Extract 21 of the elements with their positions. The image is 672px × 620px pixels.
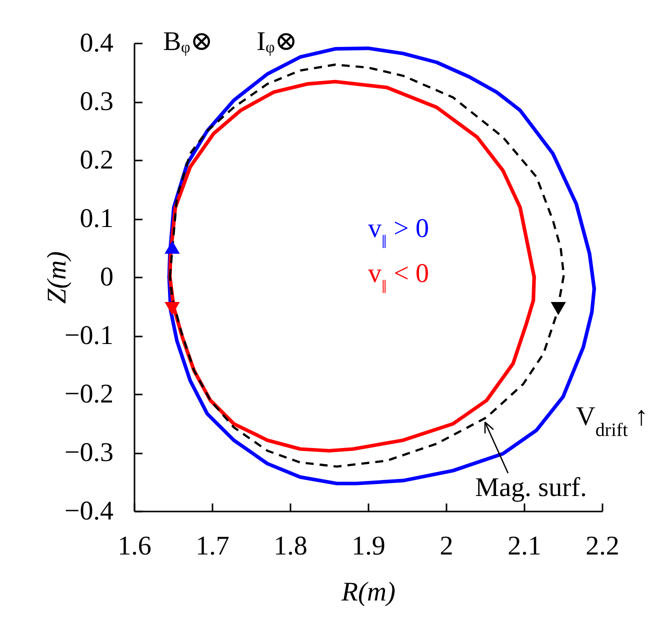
x-tick-label: 2 [440, 530, 454, 560]
annotation: V$_{drift}$ ↑ [576, 401, 648, 440]
x-axis-title: R(m) [340, 576, 396, 606]
x-tick-label: 1.9 [352, 530, 386, 560]
x-tick-label: 2.2 [586, 530, 620, 560]
y-tick-label: −0.3 [64, 437, 114, 467]
annotation: Bᵩ⊗ [163, 26, 213, 56]
y-tick-label: 0 [100, 262, 114, 292]
x-tick-label: 1.6 [118, 530, 152, 560]
y-tick-label: 0.4 [80, 28, 114, 58]
y-tick-label: 0.2 [80, 144, 114, 174]
y-tick-label: 0.1 [80, 203, 114, 233]
y-tick-label: −0.1 [64, 320, 114, 350]
x-tick-label: 2.1 [508, 530, 542, 560]
y-axis-title: Z(m) [42, 251, 72, 304]
x-tick-label: 1.7 [196, 530, 230, 560]
y-tick-label: −0.2 [64, 378, 114, 408]
y-tick-label: −0.4 [64, 496, 114, 526]
x-tick-label: 1.8 [274, 530, 308, 560]
y-tick-label: 0.3 [80, 86, 114, 116]
annotation: Iᵩ⊗ [256, 26, 298, 56]
